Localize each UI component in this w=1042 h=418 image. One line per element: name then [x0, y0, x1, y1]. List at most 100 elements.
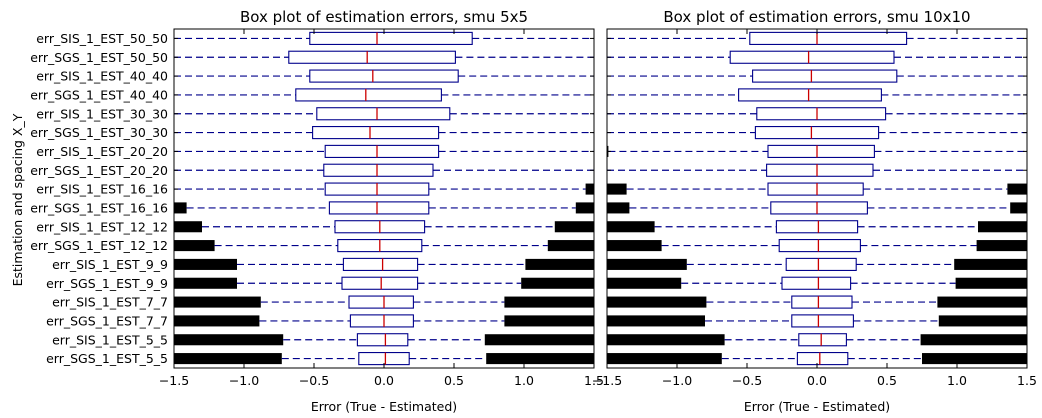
category-label: err_SIS_1_EST_12_12 [36, 219, 168, 234]
iqr-box [348, 295, 414, 309]
iqr-box [752, 69, 898, 83]
outlier-band [521, 277, 594, 289]
iqr-box [309, 31, 473, 45]
category-label: err_SGS_1_EST_30_30 [30, 125, 168, 140]
outlier-band [585, 183, 594, 195]
panel-left-plot: err_SIS_1_EST_50_50 err_SGS_1_EST_50_50er… [30, 28, 604, 388]
x-tick-label: 1.5 [584, 373, 604, 388]
outlier-band [504, 296, 594, 308]
category-label: err_SIS_1_EST_16_16 [36, 182, 168, 197]
panel-left: Box plot of estimation errors, smu 5x5 e… [30, 8, 604, 414]
iqr-box [288, 50, 456, 64]
outlier-band [174, 315, 260, 327]
outlier-band [920, 334, 1027, 346]
iqr-box [356, 333, 409, 347]
x-tick-label: −0.5 [732, 373, 762, 388]
outlier-band [607, 277, 682, 289]
iqr-box [323, 163, 434, 177]
iqr-box [324, 144, 440, 158]
iqr-box [754, 126, 880, 140]
iqr-box [796, 352, 849, 366]
category-label: err_SGS_1_EST_12_12 [30, 238, 168, 253]
outlier-band [607, 240, 662, 252]
outlier-band [174, 296, 261, 308]
panel-left-title: Box plot of estimation errors, smu 5x5 [240, 8, 528, 26]
iqr-box [770, 201, 868, 215]
iqr-box [316, 107, 451, 121]
x-tick-label: 0.5 [877, 373, 897, 388]
outlier-band [607, 183, 627, 195]
iqr-box [349, 314, 414, 328]
outlier-band [937, 296, 1027, 308]
category-label: err_SIS_1_EST_30_30 [36, 106, 168, 121]
outlier-band [1007, 183, 1027, 195]
outlier-band [607, 315, 705, 327]
iqr-box [767, 182, 864, 196]
outlier-band [554, 221, 594, 233]
category-label: err_SGS_1_EST_40_40 [30, 87, 168, 102]
iqr-box [767, 144, 875, 158]
x-tick-label: 0.0 [807, 373, 827, 388]
iqr-box [785, 257, 857, 271]
y-axis-label: Estimation and spacing X_Y [10, 113, 25, 286]
category-label: err_SIS_1_EST_50_50 [36, 31, 168, 46]
outlier-band [976, 240, 1027, 252]
outlier-band [174, 202, 187, 214]
panel-right-plot: −1.5 −1.0 −0.5 0.0 0.5 1.0 1.5 [592, 28, 1037, 388]
category-label: err_SGS_1_EST_16_16 [30, 200, 168, 215]
outlier-band [607, 202, 630, 214]
outlier-band [486, 353, 594, 365]
outlier-band [484, 334, 594, 346]
outlier-band [955, 277, 1027, 289]
category-label: err_SIS_1_EST_20_20 [36, 144, 168, 159]
x-tick-label: −1.5 [159, 373, 189, 388]
outlier-band [174, 277, 237, 289]
iqr-box [738, 88, 882, 102]
iqr-box [729, 50, 895, 64]
iqr-box [295, 88, 442, 102]
iqr-box [358, 352, 410, 366]
iqr-box [309, 69, 459, 83]
outlier-band [922, 353, 1027, 365]
iqr-box [778, 239, 861, 253]
category-label: err_SGS_1_EST_9_9 [46, 276, 168, 291]
outlier-band [547, 240, 594, 252]
x-tick-label: −0.5 [299, 373, 329, 388]
category-label: err_SGS_1_EST_5_5 [46, 351, 168, 366]
outlier-band [607, 258, 687, 270]
plot-frame [173, 28, 595, 369]
iqr-box [341, 276, 419, 290]
x-tick-label: 0.5 [444, 373, 464, 388]
outlier-band [174, 240, 215, 252]
category-label: err_SIS_1_EST_5_5 [52, 332, 168, 347]
category-label: err_SGS_1_EST_50_50 [30, 50, 168, 65]
plot-frame [606, 28, 1028, 369]
category-label: err_SIS_1_EST_9_9 [52, 257, 168, 272]
x-tick-label: −1.0 [662, 373, 692, 388]
category-label: err_SIS_1_EST_40_40 [36, 69, 168, 84]
outlier-band [954, 258, 1027, 270]
outlier-band [607, 221, 655, 233]
x-tick-label: −1.0 [229, 373, 259, 388]
outlier-band [174, 221, 202, 233]
panel-right: Box plot of estimation errors, smu 10x10… [592, 8, 1037, 414]
iqr-box [775, 220, 859, 234]
outlier-band [174, 258, 237, 270]
outlier-band [1010, 202, 1027, 214]
panel-left-xlabel: Error (True - Estimated) [311, 399, 457, 414]
x-tick-label: 1.5 [1017, 373, 1037, 388]
iqr-box [791, 314, 854, 328]
iqr-box [312, 126, 440, 140]
iqr-box [798, 333, 847, 347]
x-tick-label: 1.0 [947, 373, 967, 388]
x-tick-label: 1.0 [514, 373, 534, 388]
x-tick-label: 0.0 [374, 373, 394, 388]
outlier-band [938, 315, 1027, 327]
panel-right-xlabel: Error (True - Estimated) [744, 399, 890, 414]
outlier-band [607, 334, 725, 346]
iqr-box [766, 163, 874, 177]
outlier-band [978, 221, 1027, 233]
outlier-band [174, 353, 282, 365]
category-label: err_SGS_1_EST_7_7 [46, 313, 168, 328]
